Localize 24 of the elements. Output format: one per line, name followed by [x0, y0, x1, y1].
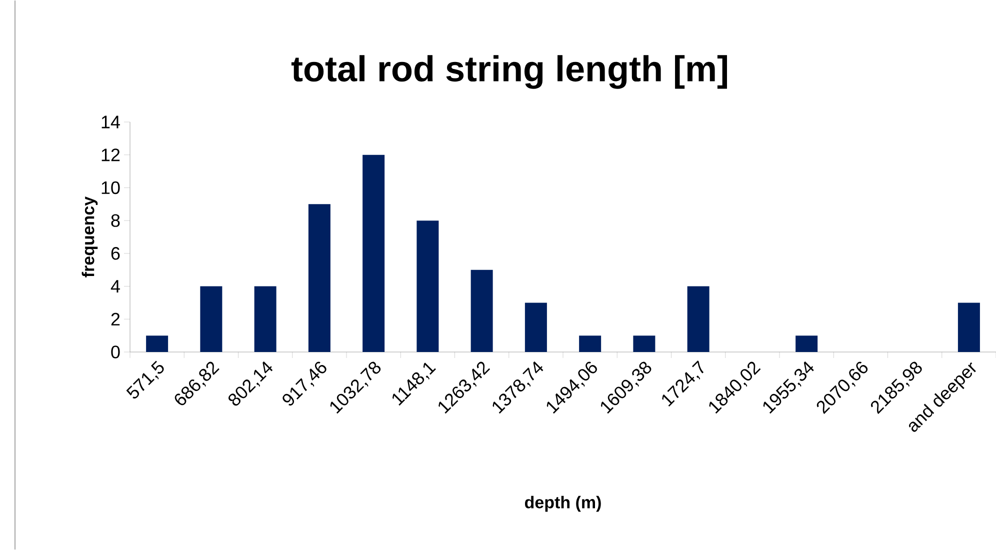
- y-tick-label: 14: [102, 116, 120, 128]
- y-tick-label: 0: [111, 346, 120, 358]
- bar: [470, 270, 493, 352]
- y-tick-label: 6: [111, 247, 120, 260]
- y-axis-title: frequency: [82, 196, 98, 278]
- bar: [633, 336, 656, 352]
- y-tick-label: 8: [111, 214, 120, 227]
- bar: [796, 336, 818, 352]
- bar: [524, 302, 547, 352]
- bar: [687, 286, 710, 352]
- bar: [579, 336, 602, 352]
- bar: [200, 286, 222, 352]
- bar: [308, 204, 330, 352]
- bar: [254, 286, 276, 352]
- x-axis-title: depth (m): [524, 496, 601, 512]
- bar: [416, 220, 439, 352]
- bar: [958, 302, 980, 352]
- bar: [146, 336, 168, 352]
- y-tick-label: 12: [102, 148, 120, 162]
- y-tick-label: 4: [110, 280, 120, 292]
- y-tick-label: 10: [102, 181, 120, 194]
- y-tick-label: 2: [111, 312, 120, 326]
- bar: [362, 154, 385, 352]
- chart-title: total rod string length [m]: [291, 55, 727, 89]
